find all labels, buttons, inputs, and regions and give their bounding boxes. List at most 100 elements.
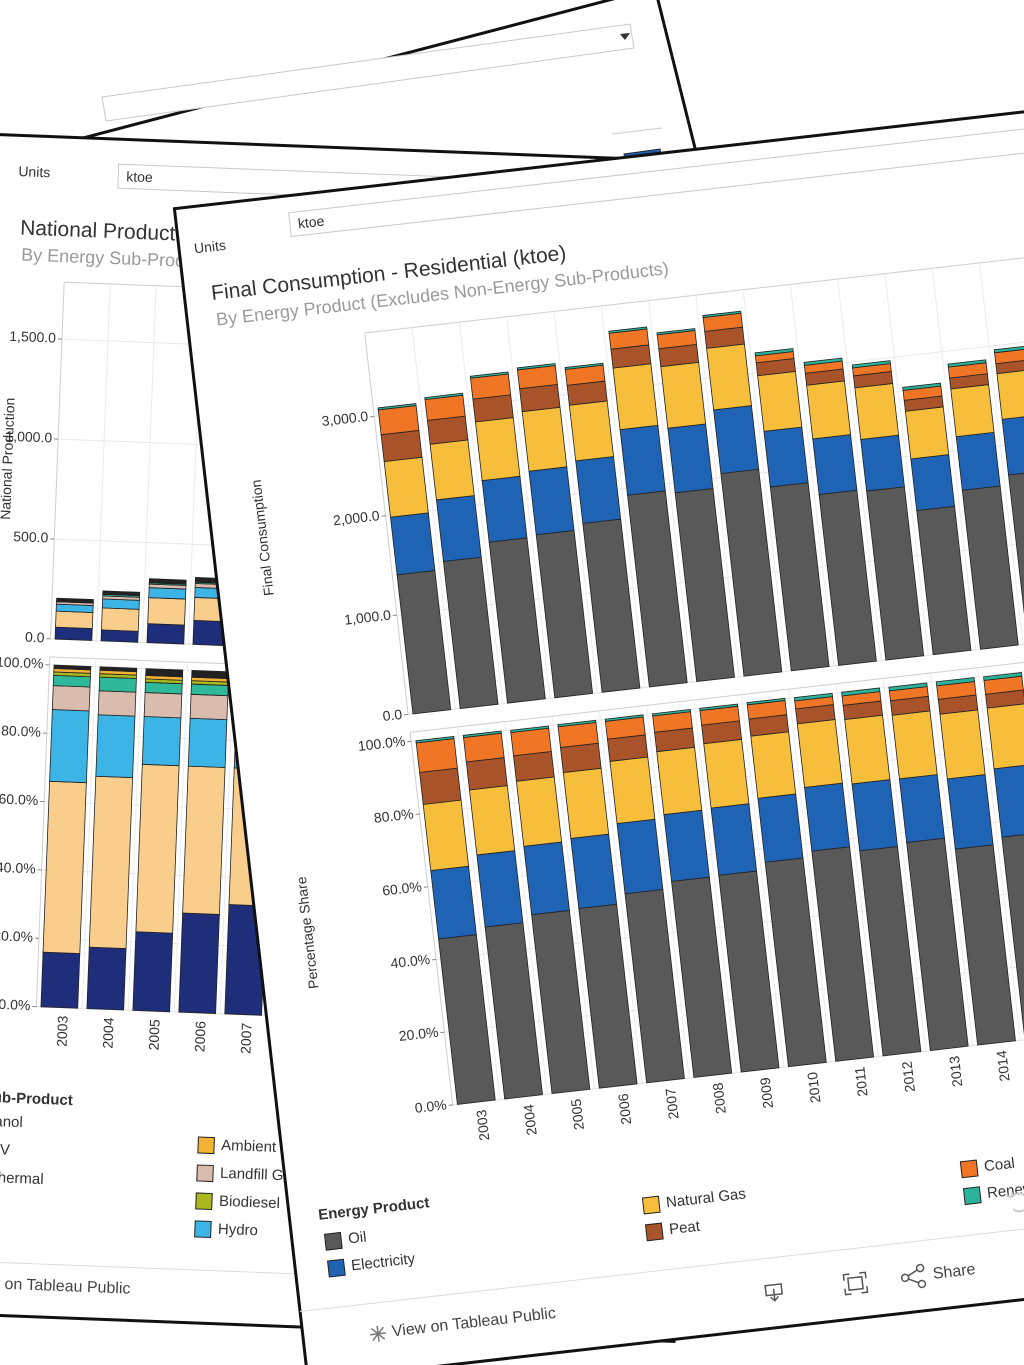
bar-segment — [472, 394, 514, 423]
y-tick-label: 2,000.0 — [332, 507, 380, 528]
x-tick-label: 2003 — [473, 1109, 492, 1142]
bar-segment — [415, 735, 455, 744]
bar-segment — [101, 607, 140, 632]
bar-segment — [100, 629, 139, 643]
bar-segment — [435, 495, 482, 562]
bar-segment — [656, 328, 696, 336]
footer-link[interactable]: View on Tableau Public — [0, 1274, 131, 1297]
bar-segment — [706, 343, 752, 411]
bar-segment — [143, 692, 183, 719]
y-tick-label: 40.0% — [390, 951, 431, 971]
bar-segment — [95, 714, 136, 779]
bar-segment — [426, 415, 469, 445]
y-tick-label: 80.0% — [373, 805, 414, 825]
band-divider — [882, 678, 927, 1052]
dropdown[interactable] — [101, 23, 635, 122]
band-divider — [740, 694, 785, 1068]
bar-segment — [390, 512, 436, 576]
x-tick-label: 2004 — [99, 1017, 116, 1049]
bar-segment — [147, 597, 186, 626]
bar-segment — [841, 687, 881, 697]
bar-segment — [557, 719, 597, 728]
bar-segment — [99, 666, 138, 673]
bar-segment — [55, 610, 94, 629]
bar-segment — [49, 709, 90, 784]
x-tick-label: 2014 — [993, 1049, 1012, 1082]
band-divider — [458, 322, 504, 704]
bar-segment — [570, 833, 618, 910]
tableau-icon — [370, 1325, 387, 1342]
bar-segment — [910, 454, 956, 512]
fullscreen-icon[interactable] — [842, 1271, 869, 1296]
band-divider — [979, 262, 1024, 645]
bar-segment — [56, 597, 94, 603]
bar-segment — [515, 776, 563, 847]
band-divider — [95, 283, 111, 641]
bar-segment — [189, 693, 229, 721]
bar-segment — [513, 751, 555, 782]
units-value: ktoe — [297, 213, 325, 232]
bar-segment — [902, 382, 942, 391]
bar-segment — [191, 669, 230, 680]
band-divider — [598, 710, 643, 1084]
bar-segment — [148, 578, 187, 585]
bar-segment — [1008, 470, 1024, 645]
bar-segment — [144, 681, 183, 695]
bar-segment — [510, 725, 550, 733]
bar-segment — [54, 626, 93, 641]
bar-segment — [51, 685, 91, 712]
undo-icon[interactable] — [1006, 1190, 1024, 1213]
x-tick-label: 2011 — [851, 1066, 870, 1098]
download-icon[interactable] — [764, 1283, 784, 1302]
legend-swatch — [197, 1136, 215, 1155]
legend-label: r Thermal — [0, 1169, 44, 1188]
y-tick-label: 0.0 — [382, 706, 403, 724]
bar-segment — [796, 719, 843, 788]
legend-label: r PV — [0, 1141, 10, 1159]
share-icon-node — [917, 1279, 927, 1289]
plot-edge — [611, 127, 663, 135]
bar-segment — [415, 738, 458, 773]
x-tick-label: 2008 — [709, 1082, 728, 1115]
bar-segment — [86, 946, 127, 1011]
y-tick-label: 60.0% — [0, 791, 39, 809]
legend-label: Biodiesel — [219, 1193, 280, 1212]
band-divider — [647, 300, 693, 683]
share-button[interactable]: Share — [932, 1261, 976, 1283]
y-tick-label: 0.0% — [414, 1096, 448, 1116]
y-tick-label: 500.0 — [13, 528, 49, 545]
bar-segment — [609, 756, 656, 824]
band-divider — [929, 673, 974, 1046]
bar-segment — [703, 738, 750, 809]
band-divider — [506, 316, 551, 699]
bar-segment — [947, 359, 987, 368]
bar-segment — [383, 456, 429, 518]
units-dropdown[interactable] — [288, 114, 1024, 238]
legend-swatch — [644, 1222, 664, 1242]
bar-segment — [946, 774, 994, 850]
bar-segment — [860, 434, 905, 492]
bar-segment — [40, 951, 81, 1009]
x-tick-label: 2009 — [757, 1076, 776, 1109]
band-divider — [553, 311, 598, 693]
y-tick-label: 1,000.0 — [343, 607, 391, 628]
units-value: ktoe — [126, 168, 153, 185]
bar-segment — [619, 424, 666, 496]
band-divider — [835, 683, 879, 1057]
x-tick-label: 2010 — [804, 1071, 823, 1104]
y-axis-title: National Production — [0, 397, 18, 520]
legend-label: Oil — [347, 1229, 367, 1248]
band-divider — [884, 273, 929, 656]
bar-segment — [996, 368, 1024, 420]
band-divider — [646, 705, 690, 1079]
bar-segment — [98, 676, 137, 693]
bar-segment — [178, 912, 220, 1014]
x-tick-label: 2005 — [568, 1098, 587, 1131]
bar-segment — [851, 779, 898, 852]
x-tick-label: 2013 — [946, 1055, 965, 1088]
legend-swatch — [326, 1258, 346, 1278]
y-tick-label: 80.0% — [1, 722, 41, 740]
bar-segment — [891, 710, 938, 780]
bar-segment — [904, 406, 950, 460]
